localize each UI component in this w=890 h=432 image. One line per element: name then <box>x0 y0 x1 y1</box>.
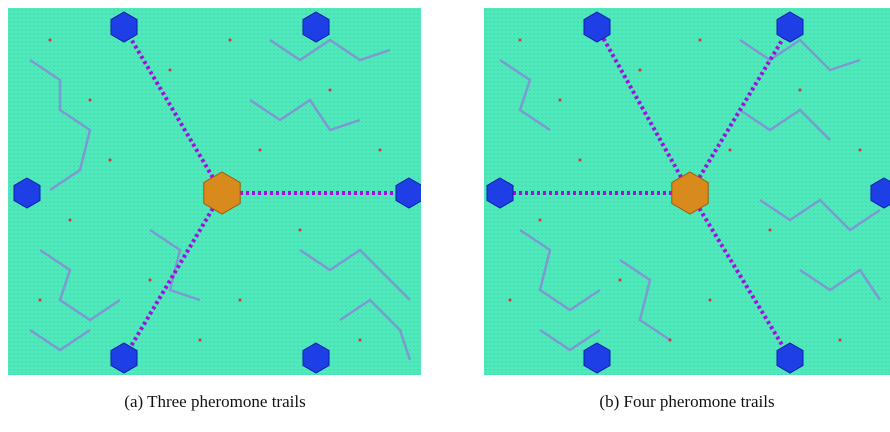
panel-b-image <box>484 8 890 375</box>
panel-a-image <box>8 8 422 375</box>
caption: (a) Three pheromone trails <box>5 392 425 412</box>
figure-page: (a) Three pheromone trails (b) Four pher… <box>0 0 890 432</box>
simulation-figures <box>0 0 890 380</box>
caption: (b) Four pheromone trails <box>477 392 890 412</box>
